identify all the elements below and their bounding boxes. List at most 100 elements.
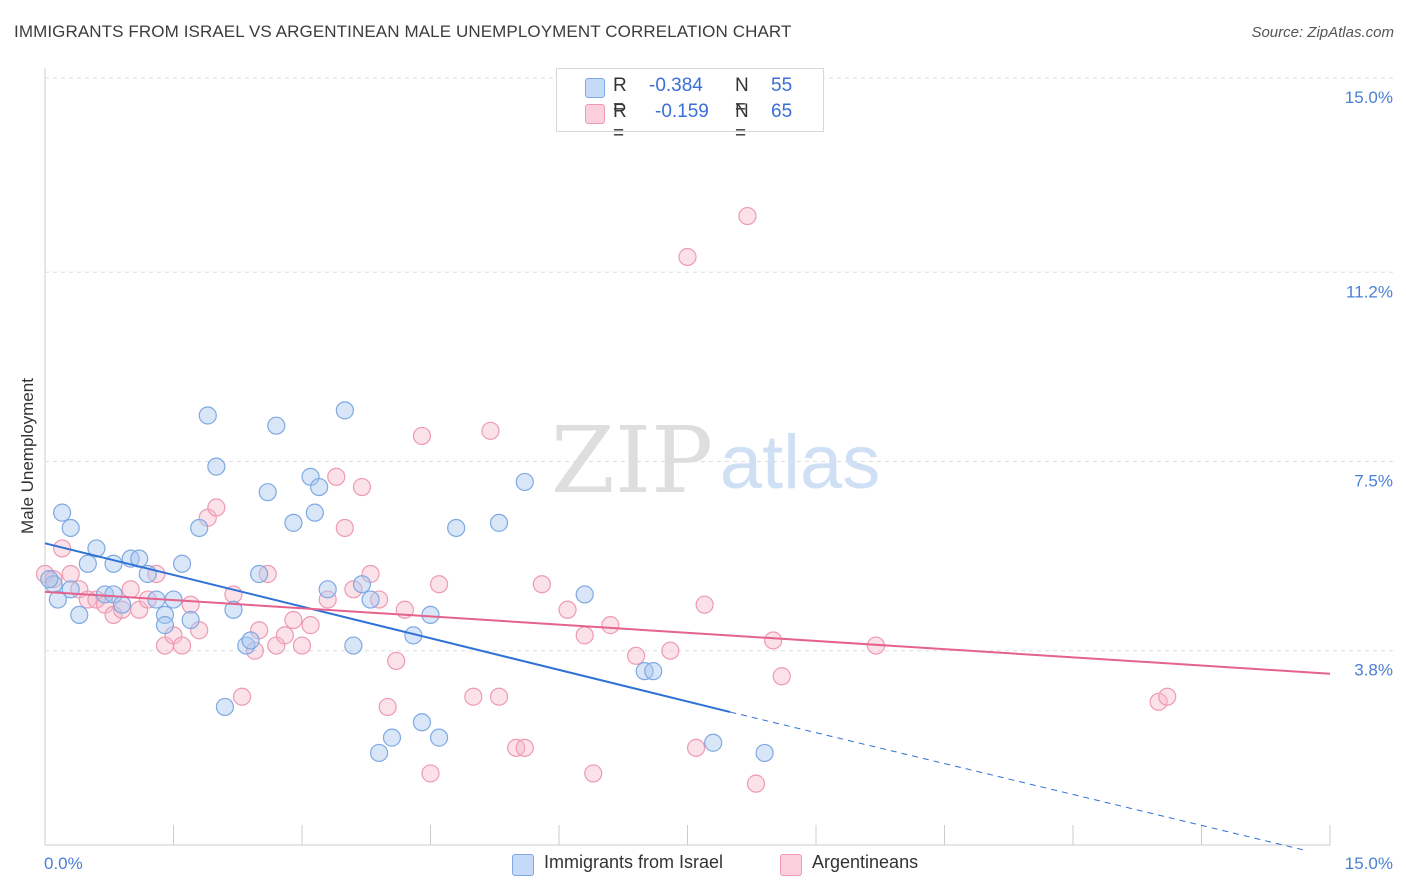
point-israel <box>412 713 432 732</box>
legend-r-value: -0.159 <box>655 101 709 122</box>
point-israel <box>190 518 209 538</box>
point-israel <box>370 743 389 763</box>
point-argentinean <box>695 595 714 614</box>
point-israel <box>70 605 89 625</box>
y-axis-label: Male Unemployment <box>18 378 37 534</box>
point-argentinean <box>464 687 483 706</box>
point-israel <box>198 406 217 425</box>
axis-labels: 3.8% 7.5% 11.2% 15.0% 0.0% 15.0% Male Unemploy… <box>18 88 1393 873</box>
watermark-zip: ZIP <box>551 407 713 514</box>
point-argentinean <box>344 580 363 599</box>
chart-source: Source: ZipAtlas.com <box>1251 24 1394 41</box>
point-argentinean <box>738 206 757 226</box>
point-argentinean <box>1149 692 1168 711</box>
legend-swatch-israel <box>585 78 605 98</box>
point-israel <box>755 743 774 763</box>
point-argentinean <box>284 610 303 630</box>
point-argentinean <box>44 570 63 589</box>
point-israel <box>352 575 372 594</box>
y-tick-label: 3.8% <box>1354 661 1393 680</box>
watermark: ZIP atlas <box>551 407 880 514</box>
point-israel <box>644 662 663 681</box>
legend-r-value: -0.384 <box>649 75 703 96</box>
point-argentinean <box>335 518 354 538</box>
point-argentinean <box>421 764 440 783</box>
point-argentinean <box>686 738 706 757</box>
point-argentinean <box>61 564 80 584</box>
legend-swatch-argentineans <box>585 104 605 124</box>
point-argentinean <box>121 580 140 599</box>
point-argentinean <box>275 626 294 645</box>
point-argentinean <box>678 247 697 267</box>
x-tick-label-max: 15.0% <box>1345 854 1393 873</box>
point-israel <box>53 503 72 522</box>
point-israel <box>215 697 234 717</box>
grid-lines <box>45 77 1395 652</box>
point-argentinean <box>172 636 192 655</box>
point-argentinean <box>746 774 766 793</box>
point-israel <box>515 472 534 492</box>
point-israel <box>421 605 440 625</box>
point-israel <box>40 570 59 589</box>
point-israel <box>207 457 226 476</box>
point-israel <box>181 610 200 630</box>
point-israel <box>224 600 243 619</box>
bottom-legend-label-israel: Immigrants from Israel <box>544 852 724 872</box>
point-israel <box>172 554 192 573</box>
point-israel <box>575 585 594 604</box>
point-argentinean <box>318 590 337 609</box>
legend-r-label: R = <box>613 101 627 144</box>
point-argentinean <box>412 426 432 446</box>
point-israel <box>284 513 303 532</box>
point-israel <box>382 728 402 747</box>
point-argentinean <box>661 641 680 660</box>
x-tick-label-min: 0.0% <box>44 854 83 873</box>
point-israel <box>447 518 466 538</box>
axes <box>44 68 1331 846</box>
point-argentinean <box>489 687 509 706</box>
point-israel <box>344 636 363 655</box>
bottom-legend-swatch-argentineans <box>780 854 802 876</box>
point-argentinean <box>575 626 594 645</box>
point-israel <box>429 728 449 747</box>
bottom-legend-swatch-israel <box>512 854 534 876</box>
point-argentinean <box>1158 687 1177 706</box>
legend-n-label: N = <box>735 101 749 144</box>
point-israel <box>267 416 286 435</box>
point-israel <box>361 590 380 609</box>
point-israel <box>310 477 329 497</box>
point-argentinean <box>378 697 397 717</box>
point-argentinean <box>292 636 312 655</box>
point-israel <box>305 503 324 522</box>
point-argentinean <box>301 616 320 635</box>
legend-n-value: 65 <box>771 101 793 122</box>
trend-line-argentineans <box>44 590 1331 675</box>
point-israel <box>48 590 67 609</box>
y-tick-label: 7.5% <box>1354 472 1393 491</box>
point-argentinean <box>601 616 620 635</box>
legend-r-label: R = <box>613 75 627 118</box>
point-argentinean <box>429 575 449 594</box>
point-argentinean <box>181 595 200 614</box>
trend-lines <box>44 542 1331 851</box>
point-argentinean <box>532 575 551 594</box>
data-points <box>35 206 1177 793</box>
legend-n-value: 55 <box>771 75 793 96</box>
y-tick-label: 15.0% <box>1345 88 1393 107</box>
point-argentinean <box>352 477 372 497</box>
point-israel <box>258 483 277 502</box>
point-israel <box>335 401 354 420</box>
chart-title: IMMIGRANTS FROM ISRAEL VS ARGENTINEAN MA… <box>14 22 792 41</box>
point-argentinean <box>772 667 791 686</box>
point-argentinean <box>558 600 577 619</box>
point-israel <box>61 580 80 599</box>
point-argentinean <box>327 467 346 486</box>
point-israel <box>155 616 175 635</box>
point-argentinean <box>515 738 534 757</box>
y-tick-label: 11.2% <box>1346 282 1393 301</box>
point-israel <box>250 564 269 584</box>
point-argentinean <box>245 641 264 660</box>
point-argentinean <box>481 421 500 440</box>
point-argentinean <box>207 498 226 517</box>
point-israel <box>61 518 80 538</box>
